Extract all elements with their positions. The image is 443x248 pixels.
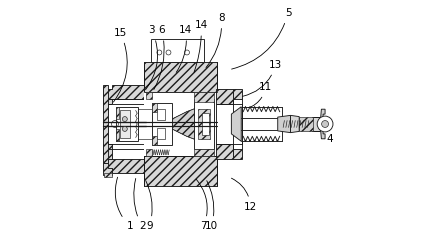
Polygon shape	[172, 108, 197, 140]
Text: 2: 2	[134, 179, 145, 231]
Polygon shape	[194, 92, 214, 102]
Circle shape	[322, 121, 329, 127]
Text: 4: 4	[326, 126, 333, 144]
Bar	[152, 103, 172, 145]
Polygon shape	[103, 163, 112, 175]
Circle shape	[122, 126, 127, 131]
Text: 14: 14	[176, 25, 192, 72]
Polygon shape	[172, 108, 197, 140]
Text: 5: 5	[232, 8, 291, 69]
Text: 13: 13	[243, 60, 282, 96]
Bar	[312, 117, 322, 131]
Bar	[216, 104, 233, 144]
Bar	[243, 108, 281, 140]
Polygon shape	[152, 103, 157, 112]
Text: 11: 11	[248, 82, 272, 108]
Polygon shape	[116, 107, 119, 119]
Polygon shape	[103, 144, 112, 158]
Polygon shape	[320, 109, 325, 139]
Polygon shape	[198, 109, 210, 139]
Bar	[116, 107, 138, 141]
Polygon shape	[216, 144, 233, 158]
Circle shape	[317, 116, 333, 132]
Polygon shape	[233, 90, 242, 99]
Polygon shape	[116, 129, 119, 141]
Text: 8: 8	[206, 13, 225, 68]
Polygon shape	[299, 117, 313, 131]
Polygon shape	[146, 149, 152, 156]
Polygon shape	[278, 115, 291, 133]
Circle shape	[122, 117, 127, 122]
Bar	[108, 104, 112, 144]
Polygon shape	[152, 136, 157, 145]
Text: 15: 15	[113, 28, 127, 102]
Bar	[120, 110, 130, 138]
Bar	[112, 104, 146, 144]
Polygon shape	[108, 85, 146, 99]
Polygon shape	[233, 149, 242, 158]
Text: 14: 14	[194, 20, 208, 72]
Text: 9: 9	[146, 181, 153, 231]
Bar	[151, 39, 204, 62]
Bar	[157, 128, 165, 139]
Polygon shape	[144, 62, 217, 92]
Bar	[202, 113, 209, 135]
Text: 6: 6	[154, 25, 165, 90]
Polygon shape	[103, 90, 112, 104]
Text: 1: 1	[115, 177, 133, 231]
Text: 7: 7	[196, 179, 207, 231]
Polygon shape	[104, 173, 112, 177]
Text: 12: 12	[231, 178, 257, 212]
Polygon shape	[291, 115, 299, 133]
Polygon shape	[231, 107, 241, 141]
Text: 10: 10	[205, 181, 218, 231]
Polygon shape	[194, 149, 214, 156]
Polygon shape	[103, 85, 108, 163]
Polygon shape	[144, 156, 217, 186]
Bar	[194, 99, 214, 149]
Bar	[144, 92, 217, 156]
Polygon shape	[108, 158, 146, 173]
Bar	[157, 109, 165, 120]
Polygon shape	[146, 92, 152, 99]
Polygon shape	[216, 90, 233, 104]
Text: 3: 3	[145, 25, 158, 90]
